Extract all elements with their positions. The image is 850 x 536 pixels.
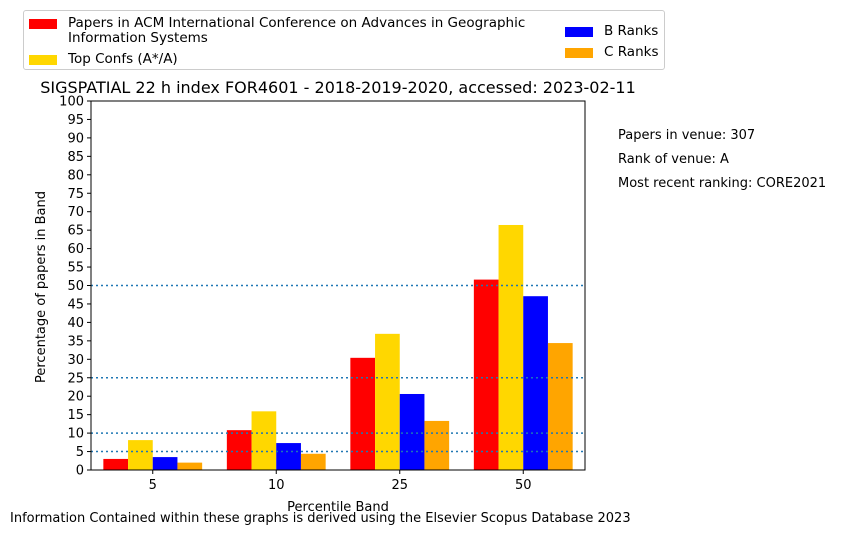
- y-tick-label-65: 65: [67, 224, 84, 239]
- y-tick-label-100: 100: [59, 95, 84, 110]
- bar-papers-10: [226, 430, 252, 470]
- bar-c-50: [547, 343, 573, 470]
- y-tick-label-95: 95: [67, 113, 84, 128]
- rank-of-venue: Rank of venue: A: [618, 152, 729, 167]
- bar-top-10: [251, 411, 277, 470]
- legend-item-venue: Papers in ACM International Conference o…: [29, 16, 525, 46]
- y-tick-label-70: 70: [67, 205, 84, 220]
- x-tick-label-50: 50: [515, 478, 532, 493]
- legend-label-venue-line2: Information Systems: [68, 30, 208, 46]
- legend-label-b-ranks: B Ranks: [604, 23, 659, 39]
- y-tick-label-35: 35: [67, 334, 84, 349]
- legend-swatch-b-ranks: [565, 27, 593, 37]
- y-tick-label-15: 15: [67, 408, 84, 423]
- y-tick-label-50: 50: [67, 279, 84, 294]
- x-tick-label-25: 25: [391, 478, 408, 493]
- y-tick-label-25: 25: [67, 371, 84, 386]
- footer-note: Information Contained within these graph…: [10, 511, 631, 526]
- bar-top-25: [375, 333, 400, 470]
- y-tick-label-85: 85: [67, 150, 84, 165]
- bar-c-25: [424, 420, 450, 470]
- bar-top-50: [498, 224, 524, 470]
- legend-item-c-ranks: C Ranks: [565, 45, 658, 60]
- bar-c-5: [177, 462, 203, 470]
- legend-label-venue-line1: Papers in ACM International Conference o…: [68, 15, 526, 31]
- bar-papers-25: [350, 357, 376, 470]
- chart-title: SIGSPATIAL 22 h index FOR4601 - 2018-201…: [40, 78, 636, 97]
- y-tick-label-0: 0: [76, 464, 84, 479]
- y-tick-label-90: 90: [67, 131, 84, 146]
- legend-item-top-confs: Top Confs (A*/A): [29, 52, 178, 67]
- bar-papers-5: [103, 458, 129, 470]
- legend-item-b-ranks: B Ranks: [565, 24, 658, 39]
- x-tick-label-10: 10: [268, 478, 285, 493]
- y-tick-label-80: 80: [67, 168, 84, 183]
- y-tick-label-20: 20: [67, 390, 84, 405]
- bar-b-10: [276, 443, 301, 470]
- bar-papers-50: [473, 279, 499, 470]
- legend-swatch-top-confs: [29, 55, 57, 65]
- y-tick-label-10: 10: [67, 427, 84, 442]
- plot-area: 0 5 10 15 20 25 30 35 40 45 50 55 60 65 70 75 80 85 90 95 10…: [59, 95, 586, 493]
- y-tick-label-45: 45: [67, 297, 84, 312]
- y-tick-label-40: 40: [67, 316, 84, 331]
- y-tick-label-30: 30: [67, 353, 84, 368]
- bar-top-5: [128, 440, 153, 470]
- bar-c-10: [300, 453, 326, 470]
- bar-b-25: [399, 393, 425, 470]
- legend-swatch-venue: [29, 19, 57, 29]
- y-axis-label: Percentage of papers in Band: [34, 191, 49, 383]
- papers-in-venue: Papers in venue: 307: [618, 128, 756, 143]
- x-axis-label: Percentile Band: [287, 500, 389, 515]
- bar-b-50: [523, 296, 548, 470]
- most-recent-ranking: Most recent ranking: CORE2021: [618, 176, 827, 191]
- y-tick-label-55: 55: [67, 261, 84, 276]
- legend-label-c-ranks: C Ranks: [604, 44, 659, 60]
- y-tick-label-5: 5: [76, 445, 84, 460]
- legend-label-top-confs: Top Confs (A*/A): [68, 51, 178, 67]
- y-tick-label-75: 75: [67, 187, 84, 202]
- legend-swatch-c-ranks: [565, 48, 593, 58]
- legend: Papers in ACM International Conference o…: [23, 10, 665, 70]
- x-tick-label-5: 5: [149, 478, 157, 493]
- bar-b-5: [152, 457, 178, 470]
- y-tick-label-60: 60: [67, 242, 84, 257]
